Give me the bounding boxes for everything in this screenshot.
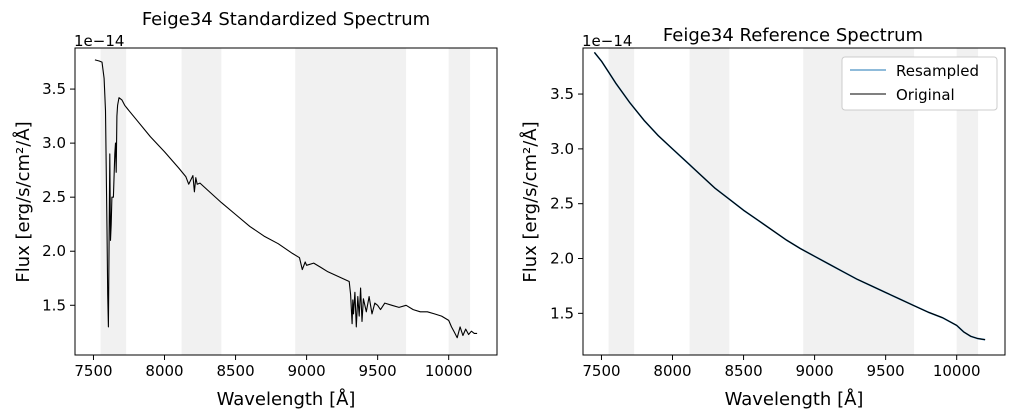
left-axes-frame bbox=[74, 47, 498, 356]
y-tick-label: 2.5 bbox=[42, 188, 66, 206]
y-tick-label: 1.5 bbox=[550, 304, 574, 322]
left-x-axis-label: Wavelength [Å] bbox=[217, 388, 356, 410]
series-line-standardized bbox=[94, 59, 478, 339]
x-tick-label: 7500 bbox=[74, 362, 112, 380]
shaded-region-2 bbox=[181, 48, 222, 355]
left-x-ticks: 7500 8000 8500 9000 9500 10000 bbox=[74, 355, 473, 380]
left-chart: Feige34 Standardized Spectrum 1e−14 7500… bbox=[12, 9, 498, 410]
shaded-region-4 bbox=[956, 48, 979, 355]
y-tick-label: 2.0 bbox=[550, 250, 574, 268]
y-tick-label: 2.0 bbox=[42, 242, 66, 260]
left-chart-title: Feige34 Standardized Spectrum bbox=[142, 9, 430, 30]
x-tick-label: 8000 bbox=[145, 362, 183, 380]
right-chart-title: Feige34 Reference Spectrum bbox=[663, 25, 923, 46]
y-tick-label: 3.5 bbox=[42, 80, 66, 98]
y-tick-label: 1.5 bbox=[42, 296, 66, 314]
right-series-lines bbox=[593, 51, 986, 341]
left-series-lines bbox=[94, 59, 478, 339]
legend: Resampled Original bbox=[841, 56, 998, 111]
right-x-axis-label: Wavelength [Å] bbox=[725, 388, 864, 410]
left-y-axis-label: Flux [erg/s/cm²/Å] bbox=[12, 121, 34, 282]
x-tick-label: 9000 bbox=[796, 362, 834, 380]
x-tick-label: 9000 bbox=[288, 362, 326, 380]
x-tick-label: 8000 bbox=[653, 362, 691, 380]
right-chart: Feige34 Reference Spectrum 1e−14 7500 800… bbox=[519, 25, 1006, 410]
right-y-offset-label: 1e−14 bbox=[582, 32, 632, 50]
x-tick-label: 10000 bbox=[933, 362, 981, 380]
right-axes-frame bbox=[582, 47, 1006, 356]
shaded-region-4 bbox=[448, 48, 471, 355]
x-tick-label: 10000 bbox=[425, 362, 473, 380]
x-tick-label: 9500 bbox=[867, 362, 905, 380]
right-y-ticks: 1.5 2.0 2.5 3.0 3.5 bbox=[550, 85, 583, 322]
legend-label-original: Original bbox=[896, 86, 955, 104]
x-tick-label: 8500 bbox=[216, 362, 254, 380]
x-tick-label: 8500 bbox=[724, 362, 762, 380]
left-shaded-regions bbox=[100, 48, 471, 355]
left-y-ticks: 1.5 2.0 2.5 3.0 3.5 bbox=[42, 80, 75, 314]
x-tick-label: 7500 bbox=[582, 362, 620, 380]
shaded-region-2 bbox=[689, 48, 730, 355]
y-tick-label: 3.0 bbox=[550, 140, 574, 158]
right-shaded-regions bbox=[608, 48, 979, 355]
left-y-offset-label: 1e−14 bbox=[74, 32, 124, 50]
y-tick-label: 3.5 bbox=[550, 85, 574, 103]
x-tick-label: 9500 bbox=[359, 362, 397, 380]
right-y-axis-label: Flux [erg/s/cm²/Å] bbox=[519, 121, 541, 282]
y-tick-label: 2.5 bbox=[550, 195, 574, 213]
shaded-region-1 bbox=[608, 48, 635, 355]
right-x-ticks: 7500 8000 8500 9000 9500 10000 bbox=[582, 355, 981, 380]
y-tick-label: 3.0 bbox=[42, 134, 66, 152]
shaded-region-3 bbox=[295, 48, 407, 355]
legend-label-resampled: Resampled bbox=[896, 62, 979, 80]
series-line-original bbox=[593, 52, 986, 341]
